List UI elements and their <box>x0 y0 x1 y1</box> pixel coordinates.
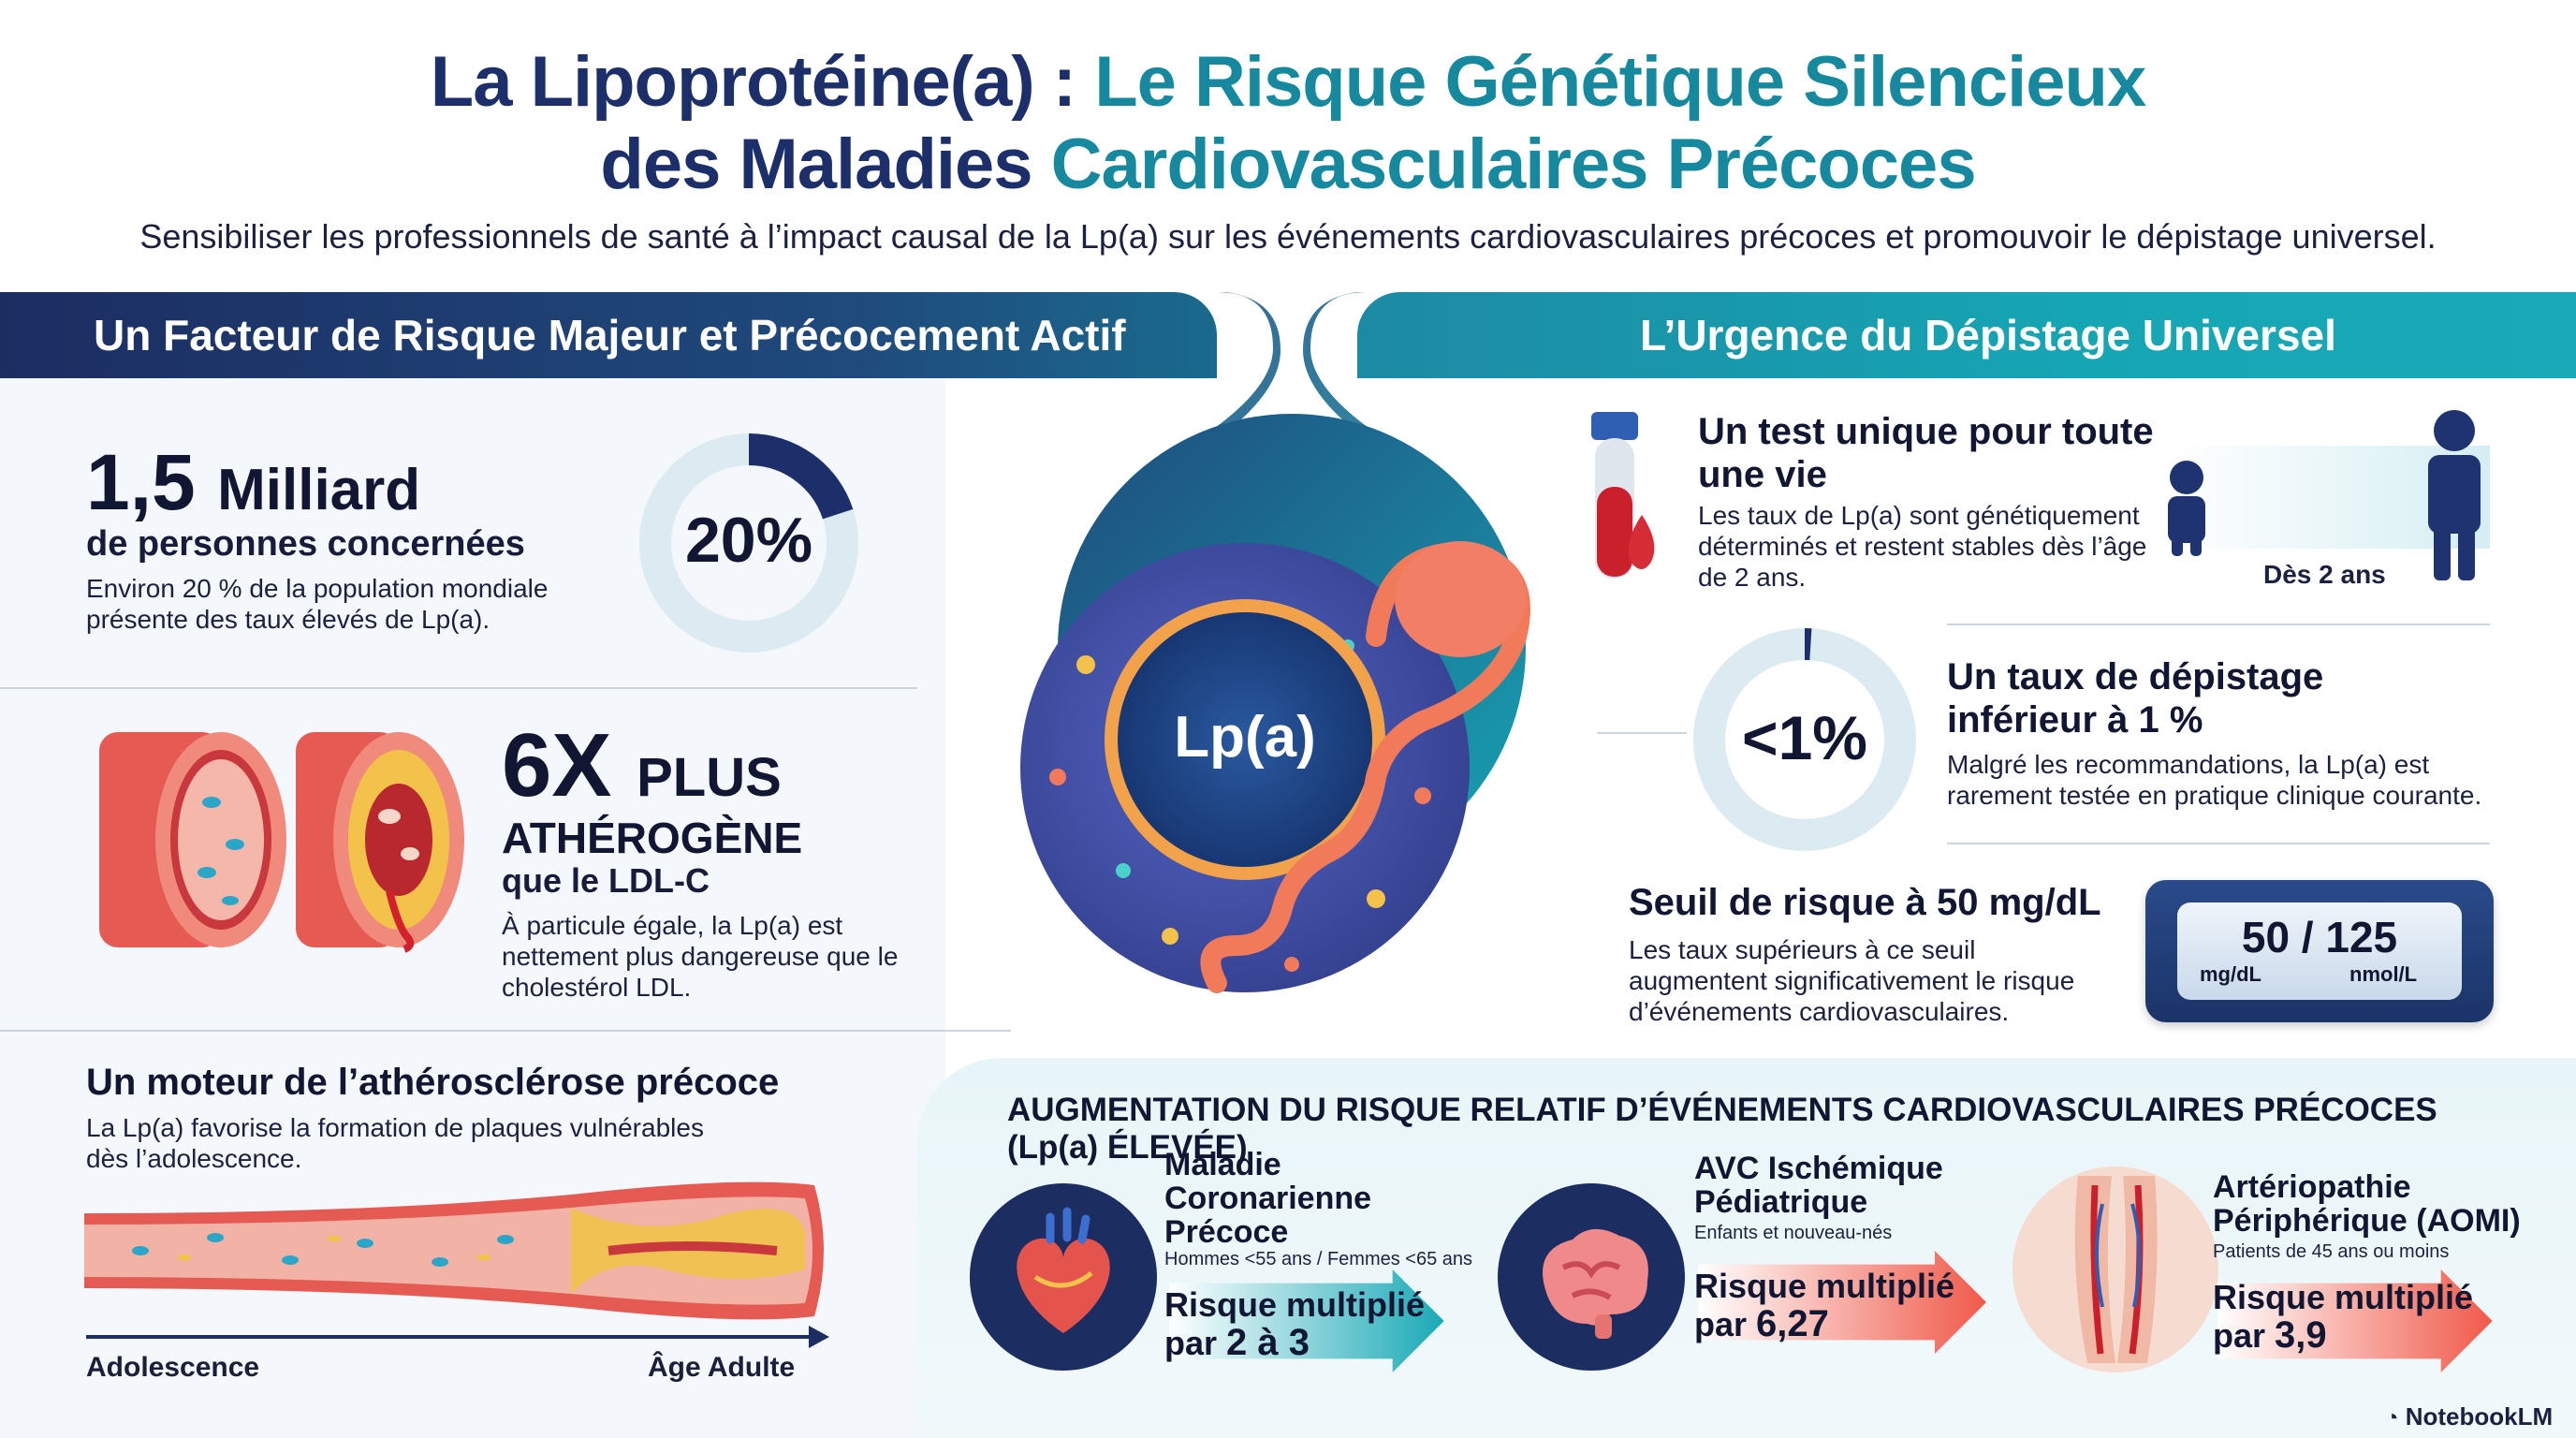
risk-stroke-title-line: Pédiatrique <box>1694 1184 1868 1220</box>
divider <box>0 1030 1011 1032</box>
risk-stroke-title: AVC Ischémique Pédiatrique <box>1694 1152 1943 1219</box>
legs-arteries-icon <box>2012 1167 2218 1372</box>
lab-meter-value: 50 / 125 <box>2241 913 2398 961</box>
stat-atherogenic-unit: PLUS <box>637 747 782 808</box>
screening-rate-donut-label: <1% <box>1742 703 1867 772</box>
brain-icon <box>1498 1183 1685 1371</box>
risk-coronary-title-line: Coronarienne <box>1164 1181 1372 1216</box>
age-axis-start-label: Adolescence <box>86 1352 260 1383</box>
risk-aomi-title-line: Artériopathie <box>2213 1169 2411 1205</box>
notebooklm-logo-icon: ◔ <box>2385 1405 2399 1431</box>
blood-tube-icon <box>1591 412 1655 579</box>
stat-atherogenic-number: 6X PLUS <box>502 719 782 825</box>
risk-aomi-value: 3,9 <box>2275 1314 2327 1356</box>
right-banner-title: L’Urgence du Dépistage Universel <box>1640 311 2336 360</box>
artery-progression-icon <box>84 1181 824 1320</box>
risk-coronary-subtitle: Hommes <55 ans / Femmes <65 ans <box>1164 1249 1473 1269</box>
title-line1-teal: Le Risque Génétique Silencieux <box>1094 42 2146 122</box>
risk-stroke-arrow-icon <box>1698 1251 1986 1354</box>
age-threshold-label: Dès 2 ans <box>2263 560 2386 589</box>
risk-stroke-value: 6,27 <box>1756 1303 1829 1344</box>
age-axis-line <box>86 1335 816 1339</box>
divider <box>1947 624 2490 625</box>
lab-meter-screen <box>2177 902 2462 1000</box>
page-subtitle: Sensibiliser les professionnels de santé… <box>139 217 2437 256</box>
page-title: La Lipoprotéine(a) : Le Risque Génétique… <box>0 41 2576 206</box>
risk-stroke-title-line: AVC Ischémique <box>1694 1151 1943 1186</box>
risk-threshold-description: Les taux supérieurs à ce seuil augmenten… <box>1629 935 2075 1026</box>
risk-aomi-line: Risque multiplié <box>2213 1278 2474 1316</box>
risk-stroke-prefix: par <box>1694 1305 1757 1343</box>
risk-stroke-multiplier: Risque multiplié par 6,27 <box>1694 1268 1954 1343</box>
risk-threshold-title: Seuil de risque à 50 mg/dL <box>1629 882 2101 923</box>
title-line1-dark: La Lipoprotéine(a) : <box>430 42 1095 122</box>
stat-atherogenic-comparison: que le LDL-C <box>502 861 710 900</box>
title-line2-dark: des Maladies <box>600 125 1051 204</box>
notebooklm-brand-text: NotebookLM <box>2405 1402 2554 1431</box>
title-line2-teal: Cardiovasculaires Précoces <box>1050 125 1977 204</box>
notebooklm-brand: ◔ NotebookLM <box>2385 1402 2553 1431</box>
artery-cross-section-icon <box>99 732 464 953</box>
stat-population-number: 1,5 Milliard <box>86 440 420 533</box>
child-adult-people-icon <box>2168 410 2490 580</box>
screening-rate-description: Malgré les recommandations, la Lp(a) est… <box>1947 750 2482 810</box>
donut-fill-arc <box>1693 628 1916 851</box>
stat-population-value: 1,5 <box>86 438 196 526</box>
screening-rate-title: Un taux de dépistage inférieur à 1 % <box>1947 656 2324 741</box>
risk-aomi-arrow-icon <box>2217 1269 2493 1372</box>
lpa-molecule-illustration: Lp(a) <box>1020 541 1530 993</box>
screening-rate-donut-chart <box>1693 628 1916 851</box>
molecule-label: Lp(a) <box>1174 705 1316 770</box>
risk-stroke-line: Risque multiplié <box>1694 1267 1955 1305</box>
left-banner <box>0 292 1217 378</box>
left-banner-title: Un Facteur de Risque Majeur et Précoceme… <box>94 311 1126 360</box>
risk-panel-background <box>917 1058 2576 1438</box>
risk-coronary-line: Risque multiplié <box>1164 1285 1426 1324</box>
stat-population-description: Environ 20 % de la population mondiale p… <box>86 574 549 634</box>
divider <box>1597 732 1687 734</box>
stat-population-subtitle: de personnes concernées <box>86 524 525 564</box>
risk-section-heading: AUGMENTATION DU RISQUE RELATIF D’ÉVÉNEME… <box>1007 1092 2437 1166</box>
risk-stroke-subtitle: Enfants et nouveau-nés <box>1694 1223 1893 1243</box>
divider <box>0 687 917 689</box>
stat-atherogenic-subtitle: ATHÉROGÈNE <box>502 814 803 862</box>
risk-coronary-title-line: Précoce <box>1164 1214 1289 1250</box>
stat-atherogenic-value: 6X <box>502 715 612 815</box>
risk-aomi-subtitle: Patients de 45 ans ou moins <box>2213 1241 2450 1262</box>
stat-atherogenic-description: À particule égale, la Lp(a) est nettemen… <box>502 911 899 1002</box>
atherosclerosis-title: Un moteur de l’athérosclérose précoce <box>86 1062 780 1103</box>
population-donut-label: 20% <box>684 505 813 576</box>
atherosclerosis-description: La Lp(a) favorise la formation de plaque… <box>86 1113 704 1173</box>
risk-coronary-title: Maladie Coronarienne Précoce <box>1164 1148 1371 1249</box>
population-donut-chart <box>639 433 858 653</box>
right-banner <box>1357 292 2576 378</box>
risk-aomi-title: Artériopathie Périphérique (AOMI) <box>2213 1170 2521 1238</box>
heart-icon <box>970 1183 1157 1371</box>
single-test-title: Un test unique pour toute une vie <box>1698 411 2154 495</box>
risk-coronary-arrow-icon <box>1169 1269 1444 1372</box>
risk-aomi-multiplier: Risque multiplié par 3,9 <box>2213 1279 2473 1355</box>
risk-coronary-prefix: par <box>1164 1324 1227 1362</box>
stat-population-unit: Milliard <box>217 458 421 522</box>
risk-aomi-title-line: Périphérique (AOMI) <box>2213 1203 2521 1239</box>
risk-coronary-multiplier: Risque multiplié par 2 à 3 <box>1164 1286 1425 1362</box>
risk-aomi-prefix: par <box>2213 1316 2276 1355</box>
risk-coronary-title-line: Maladie <box>1164 1147 1281 1182</box>
age-axis-arrow-icon <box>809 1326 829 1348</box>
divider <box>1947 843 2490 844</box>
lab-meter-unit-mgdl: mg/dL <box>2200 962 2261 986</box>
risk-coronary-value: 2 à 3 <box>1226 1322 1310 1363</box>
donut-fill-arc <box>639 433 858 653</box>
single-test-description: Les taux de Lp(a) sont génétiquement dét… <box>1698 501 2147 592</box>
age-axis-end-label: Âge Adulte <box>648 1352 796 1383</box>
lab-meter-unit-nmol: nmol/L <box>2349 962 2418 986</box>
